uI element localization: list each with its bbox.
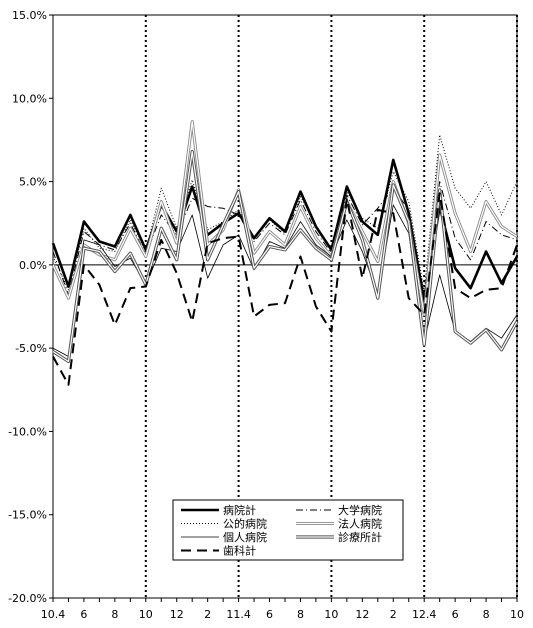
series-line xyxy=(52,150,518,363)
series-line xyxy=(52,204,518,357)
series-line xyxy=(51,158,519,303)
x-tick-label: 10 xyxy=(139,608,153,621)
legend-label: 個人病院 xyxy=(223,530,267,544)
y-tick-label: 5.0% xyxy=(19,176,47,189)
x-tick-label: 2 xyxy=(390,608,397,621)
plot-area xyxy=(51,14,519,599)
x-tick-label: 6 xyxy=(80,608,87,621)
y-axis: 15.0% 10.0% 5.0% 0.0% -5.0% -10.0% -15.0% -20.0… xyxy=(8,9,53,605)
x-tick-label: 12 xyxy=(170,608,184,621)
x-tick-label: 8 xyxy=(483,608,490,621)
series-line xyxy=(52,121,518,316)
legend-item: 診療所計 xyxy=(296,530,382,544)
legend-item: 大学病院 xyxy=(296,503,382,517)
x-tick-label: 6 xyxy=(452,608,459,621)
legend-label: 法人病院 xyxy=(338,517,382,531)
x-tick-label: 8 xyxy=(297,608,304,621)
x-tick-label: 10 xyxy=(324,608,338,621)
series-1 xyxy=(51,158,519,303)
legend-item: 公的病院 xyxy=(181,517,267,531)
legend-item: 個人病院 xyxy=(181,530,267,544)
series-line xyxy=(52,192,518,386)
y-tick-label: -10.0% xyxy=(8,425,47,438)
x-axis: 10.4 6 8 10 12 2 11.4 6 8 10 12 2 12.4 6 8 10 xyxy=(41,598,524,621)
series-7 xyxy=(52,192,518,386)
x-tick-label: 10 xyxy=(510,608,524,621)
x-tick-label: 6 xyxy=(266,608,273,621)
series-4 xyxy=(51,120,518,317)
series-layer xyxy=(51,120,519,386)
y-tick-label: 0.0% xyxy=(19,259,47,272)
y-tick-label: -15.0% xyxy=(8,509,47,522)
y-tick-label: -20.0% xyxy=(8,592,47,605)
legend-item: 歯科計 xyxy=(181,544,256,558)
legend-item: 法人病院 xyxy=(296,517,382,531)
legend-label: 公的病院 xyxy=(223,517,267,531)
y-tick-label: 15.0% xyxy=(12,9,47,22)
legend-label: 診療所計 xyxy=(338,530,382,544)
series-line xyxy=(51,120,518,317)
legend-label: 大学病院 xyxy=(338,503,382,517)
x-tick-label: 12 xyxy=(355,608,369,621)
y-tick-label: 10.0% xyxy=(12,92,47,105)
legend-label: 病院計 xyxy=(223,503,256,517)
series-6 xyxy=(52,149,519,364)
legend-item: 病院計 xyxy=(181,503,256,517)
series-2 xyxy=(52,181,518,296)
x-tick-label: 12.4 xyxy=(412,608,437,621)
legend-label: 歯科計 xyxy=(223,544,256,558)
x-tick-label: 2 xyxy=(204,608,211,621)
x-tick-label: 8 xyxy=(111,608,118,621)
x-tick-label: 10.4 xyxy=(41,608,66,621)
y-tick-label: -5.0% xyxy=(15,342,47,355)
series-5 xyxy=(52,204,518,357)
x-tick-label: 11.4 xyxy=(226,608,251,621)
series-line xyxy=(52,181,518,296)
